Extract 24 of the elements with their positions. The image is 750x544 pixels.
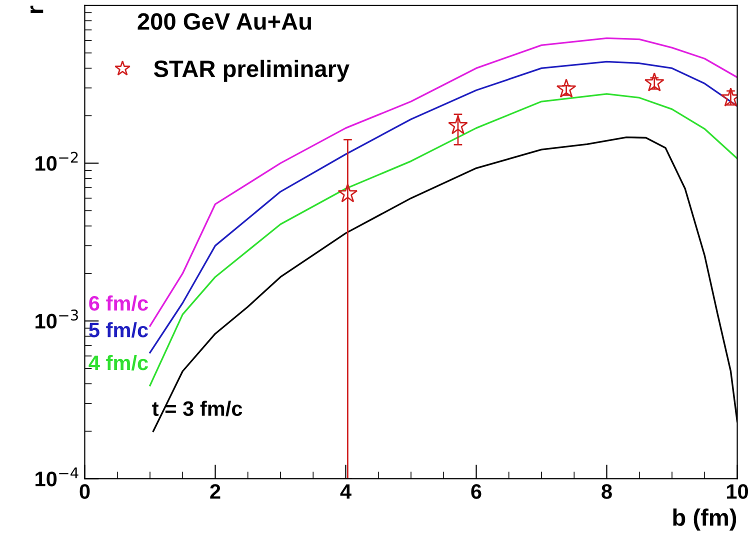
x-tick-label: 4: [340, 484, 352, 499]
point: [556, 78, 576, 98]
line-series: [149, 93, 738, 386]
y-tick-label: 10$^{−4}$: [36, 468, 78, 486]
x-axis-title: b (fm): [673, 508, 736, 531]
x-tick-label: 0: [80, 484, 90, 499]
point: [644, 72, 664, 92]
series-label: 5 fm/c: [89, 322, 148, 338]
x-tick-label: 8: [602, 484, 612, 499]
x-tick-label: 10: [726, 484, 748, 499]
legend-label: STAR preliminary: [154, 60, 350, 82]
series-label: 6 fm/c: [89, 295, 148, 311]
series-label: 4 fm/c: [88, 354, 148, 370]
y-axis-title: r: [30, 6, 44, 14]
y-tick-label: 10$^{−3}$: [36, 310, 78, 329]
point: [338, 183, 358, 202]
y-tick-label: 10$^{−2}$: [36, 152, 78, 171]
annotation: 200 GeV Au+Au: [138, 13, 312, 30]
line-series: [149, 37, 738, 327]
point: [448, 115, 468, 134]
x-tick-label: 6: [471, 484, 482, 499]
series-label: t = 3 fm/c: [152, 400, 242, 416]
line-series: [149, 60, 738, 354]
x-tick-label: 2: [210, 484, 220, 499]
